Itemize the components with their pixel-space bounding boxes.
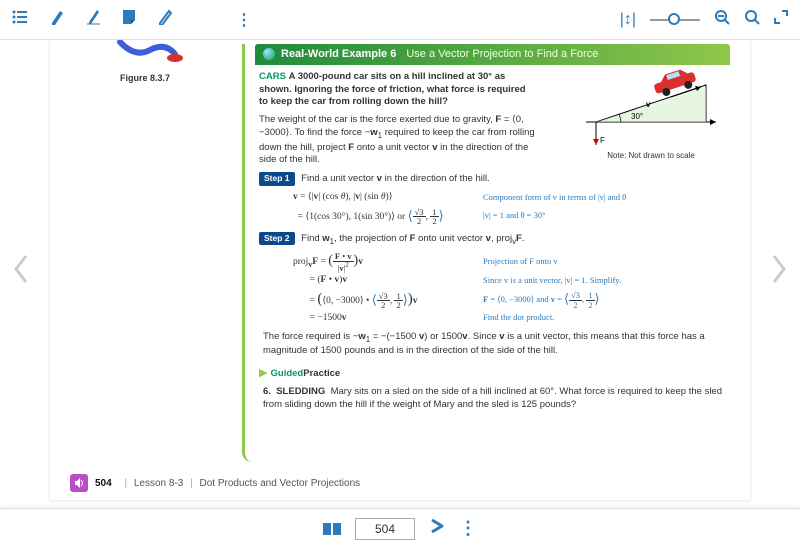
step1-annot2: |v| = 1 and θ = 30° <box>483 210 545 221</box>
lesson-ref: Lesson 8-3 <box>134 478 183 489</box>
toolbar-left-group <box>12 9 172 30</box>
step2-line4: = −1500v <box>293 312 483 325</box>
footer-sep1: | <box>124 478 127 489</box>
zoom-slider[interactable] <box>650 19 700 21</box>
expand-icon[interactable] <box>774 10 788 29</box>
page-footer: 504 | Lesson 8-3 | Dot Products and Vect… <box>95 477 360 491</box>
next-button[interactable] <box>429 518 445 539</box>
footer-sep2: | <box>190 478 193 489</box>
page-number-text: 504 <box>95 478 112 489</box>
example-body: F 30° v w₁ <box>255 65 730 421</box>
prompt-text: A 3000-pound car sits on a hill inclined… <box>259 71 526 108</box>
step2-title: Find w1, the projection of F onto unit v… <box>301 233 524 244</box>
content-stage: Figure 8.3.7 Real-World Example 6 Use a … <box>0 40 800 506</box>
step2-annot1: Projection of F onto v <box>483 256 558 267</box>
practice-label-word: Practice <box>303 368 340 379</box>
next-page-arrow[interactable] <box>760 244 798 302</box>
bottom-toolbar: ⋮ <box>0 508 800 548</box>
lesson-title: Dot Products and Vector Projections <box>200 478 361 489</box>
intro-text: The weight of the car is the force exert… <box>259 114 539 167</box>
line-spacing-icon[interactable]: |↕| <box>620 11 636 29</box>
step2-annot2: Since v is a unit vector, |v| = 1. Simpl… <box>483 275 621 286</box>
step1-title: Find a unit vector v in the direction of… <box>301 173 490 184</box>
svg-text:F: F <box>600 136 605 145</box>
step1-badge: Step 1 <box>259 172 295 185</box>
thumbnails-icon[interactable] <box>323 523 341 535</box>
guided-label: Guided <box>271 368 304 379</box>
step2-badge: Step 2 <box>259 232 295 245</box>
svg-text:30°: 30° <box>631 112 643 121</box>
prev-page-arrow[interactable] <box>2 244 40 302</box>
page-content: Figure 8.3.7 Real-World Example 6 Use a … <box>50 40 750 500</box>
highlighter-icon[interactable] <box>50 9 64 30</box>
note-icon[interactable] <box>122 9 136 30</box>
diagram-note: Note: Not drawn to scale <box>576 151 726 162</box>
svg-text:v: v <box>646 100 651 109</box>
audio-icon[interactable] <box>70 474 88 492</box>
conclusion-text: The force required is −w1 = −(−1500 v) o… <box>259 331 724 358</box>
step2-line3: = (⟨0, −3000⟩ • ⟨√32, 12⟩)v <box>293 289 483 310</box>
runner-legs-image <box>115 40 185 75</box>
step2-annot3: F = ⟨0, −3000⟩ and v = ⟨√32, 12⟩ <box>483 289 600 309</box>
example-title: Real-World Example 6 <box>281 47 396 62</box>
step1-line1: v = ⟨|v| (cos θ), |v| (sin θ)⟩ <box>293 191 483 204</box>
step2-annot4: Find the dot product. <box>483 312 554 323</box>
bottom-more-icon[interactable]: ⋮ <box>459 518 477 539</box>
zoom-out-icon[interactable] <box>714 9 730 30</box>
pencil-icon[interactable] <box>158 9 172 30</box>
example-subtitle: Use a Vector Projection to Find a Force <box>406 47 598 62</box>
globe-icon <box>263 48 275 60</box>
zoom-in-icon[interactable] <box>744 9 760 30</box>
practice-number: 6. <box>263 386 271 397</box>
car-diagram: F 30° v w₁ <box>576 67 726 167</box>
step1-line2: = ⟨1(cos 30°), 1(sin 30°)⟩ or ⟨√32, 12⟩ <box>293 206 483 226</box>
practice-text: Mary sits on a sled on the side of a hil… <box>263 386 722 410</box>
list-icon[interactable] <box>12 10 28 29</box>
example-box: Real-World Example 6 Use a Vector Projec… <box>242 44 730 462</box>
page-number-input[interactable] <box>355 518 415 540</box>
practice-topic: SLEDDING <box>276 386 325 397</box>
step1-annot1: Component form of v in terms of |v| and … <box>483 192 626 203</box>
toolbar-right-group: |↕| <box>620 9 788 30</box>
top-toolbar: ⋮ |↕| <box>0 0 800 40</box>
step2-line1: projvF = (F • v|v|2)v <box>293 252 483 272</box>
more-icon[interactable]: ⋮ <box>236 10 252 30</box>
pen-icon[interactable] <box>86 9 100 30</box>
example-header: Real-World Example 6 Use a Vector Projec… <box>255 44 730 65</box>
prompt-label: CARS <box>259 71 286 82</box>
step2-line2: = (F • v)v <box>293 274 483 287</box>
figure-label: Figure 8.3.7 <box>120 72 170 84</box>
